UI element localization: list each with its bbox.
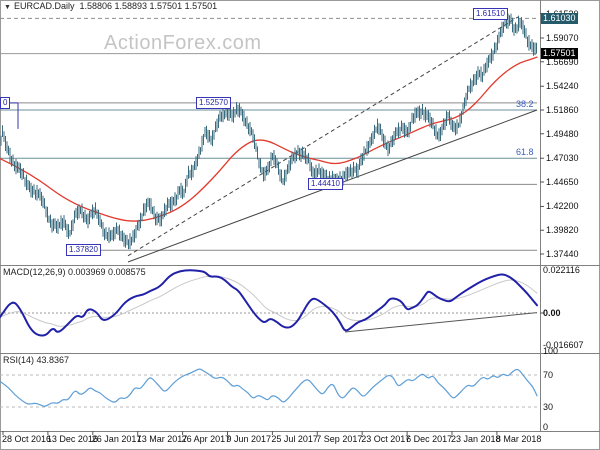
chart-title-bar: ▼ EURCAD.Daily 1.58806 1.58893 1.57501 1.… xyxy=(4,1,217,11)
date-label: 25 Jul 2017 xyxy=(271,434,318,444)
macd-main-line xyxy=(0,269,538,337)
date-label: 26 Jan 2017 xyxy=(91,434,142,444)
macd-signal-line xyxy=(0,276,538,327)
candle-bars xyxy=(0,13,537,250)
price-level-badge: 0 xyxy=(0,97,11,109)
price-tick-label: 1.51860 xyxy=(546,104,579,115)
date-label: 13 Mar 2017 xyxy=(136,434,188,444)
date-label: 28 Oct 2016 xyxy=(2,434,52,444)
rsi-axis-label: 30 xyxy=(543,402,554,412)
date-label: 7 Sep 2017 xyxy=(316,434,363,444)
price-level-badge: 1.61510 xyxy=(473,8,508,20)
date-label: 6 Dec 2017 xyxy=(406,434,453,444)
price-tick-label: 1.37440 xyxy=(546,248,579,259)
price-tick-label: 1.49480 xyxy=(546,128,579,139)
price-tick-label: 1.54240 xyxy=(546,81,579,92)
macd-indicator-label: MACD(12,26,9) 0.003969 0.008575 xyxy=(3,267,146,277)
price-level-badge: 1.52570 xyxy=(196,97,231,109)
current-price-badge: 1.57501 xyxy=(541,48,578,59)
symbol-dropdown-arrow[interactable]: ▼ xyxy=(4,4,11,11)
price-level-badge: 1.37820 xyxy=(66,244,101,256)
rsi-axis-label: 70 xyxy=(543,370,554,380)
fib-level-label: 61.8 xyxy=(516,147,534,158)
price-tick-label: 1.56690 xyxy=(546,56,579,67)
price-level-badge: 1.44410 xyxy=(308,178,343,190)
price-tick-label: 1.44650 xyxy=(546,176,579,187)
date-label: 9 Jun 2017 xyxy=(226,434,272,444)
macd-axis-label: 0.00 xyxy=(543,308,561,318)
macd-trend-line xyxy=(344,312,538,333)
watermark-logo: ActionForex.com xyxy=(104,32,262,54)
price-tick-label: 1.59070 xyxy=(546,33,579,43)
date-label: 13 Dec 2016 xyxy=(46,434,98,444)
price-tick-label: 1.39820 xyxy=(546,225,579,236)
date-label: 23 Oct 2017 xyxy=(361,434,411,444)
price-tick-label: 1.42200 xyxy=(546,201,579,212)
date-label: 26 Apr 2017 xyxy=(181,434,231,444)
rsi-indicator-label: RSI(14) 43.8367 xyxy=(3,355,70,365)
symbol-title: EURCAD.Daily xyxy=(13,1,75,11)
rsi-axis-label: 100 xyxy=(543,346,559,356)
ohlc-quotes: 1.58806 1.58893 1.57501 1.57501 xyxy=(79,1,218,11)
macd-axis-label: 0.022116 xyxy=(543,265,580,275)
fib-level-label: 38.2 xyxy=(516,98,534,109)
rsi-axis-label: 0 xyxy=(543,422,549,432)
high-price-badge: 1.61030 xyxy=(541,13,578,24)
date-label: 8 Mar 2018 xyxy=(495,434,542,444)
rsi-line xyxy=(0,368,538,407)
ma-line xyxy=(0,56,538,222)
trend-line xyxy=(127,16,519,257)
macd-axis-label: -0.016607 xyxy=(543,340,584,351)
date-label: 23 Jan 2018 xyxy=(451,434,501,444)
price-tick-label: 1.47030 xyxy=(546,153,579,164)
